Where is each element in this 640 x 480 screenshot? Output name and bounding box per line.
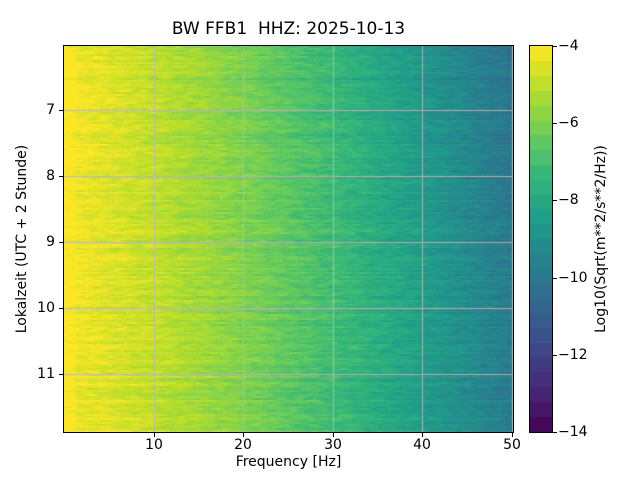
colorbar-tick-mark bbox=[553, 123, 557, 124]
y-tick-mark bbox=[59, 374, 63, 375]
colorbar-label: Log10(Sqrt(m**2/s**2/Hz)) bbox=[593, 145, 609, 333]
x-tick-label: 30 bbox=[324, 437, 342, 453]
spectrogram-plot-area bbox=[63, 45, 514, 433]
y-tick-mark bbox=[59, 110, 63, 111]
x-tick-mark bbox=[333, 433, 334, 437]
x-tick-mark bbox=[154, 433, 155, 437]
x-axis-label: Frequency [Hz] bbox=[235, 454, 342, 470]
colorbar-tick-label: −12 bbox=[558, 347, 588, 363]
x-tick-mark bbox=[422, 433, 423, 437]
colorbar bbox=[529, 45, 553, 433]
spectrogram-canvas bbox=[64, 46, 513, 432]
y-tick-mark bbox=[59, 176, 63, 177]
colorbar-tick-mark bbox=[553, 46, 557, 47]
colorbar-tick-label: −14 bbox=[558, 424, 588, 440]
x-tick-label: 10 bbox=[145, 437, 163, 453]
y-tick-mark bbox=[59, 242, 63, 243]
x-tick-label: 40 bbox=[413, 437, 431, 453]
colorbar-tick-mark bbox=[553, 432, 557, 433]
y-tick-label: 10 bbox=[37, 300, 55, 316]
y-tick-label: 7 bbox=[46, 102, 55, 118]
colorbar-tick-mark bbox=[553, 278, 557, 279]
y-tick-label: 9 bbox=[46, 234, 55, 250]
y-tick-label: 11 bbox=[37, 366, 55, 382]
colorbar-tick-label: −8 bbox=[558, 192, 579, 208]
y-tick-label: 8 bbox=[46, 168, 55, 184]
colorbar-canvas bbox=[530, 46, 552, 432]
colorbar-tick-label: −10 bbox=[558, 270, 588, 286]
colorbar-tick-mark bbox=[553, 200, 557, 201]
colorbar-tick-label: −4 bbox=[558, 38, 579, 54]
x-tick-label: 20 bbox=[234, 437, 252, 453]
x-tick-label: 50 bbox=[503, 437, 521, 453]
colorbar-tick-mark bbox=[553, 355, 557, 356]
plot-title: BW FFB1 HHZ: 2025-10-13 bbox=[171, 19, 406, 39]
x-tick-mark bbox=[512, 433, 513, 437]
x-tick-mark bbox=[243, 433, 244, 437]
y-tick-mark bbox=[59, 308, 63, 309]
colorbar-tick-label: −6 bbox=[558, 115, 579, 131]
